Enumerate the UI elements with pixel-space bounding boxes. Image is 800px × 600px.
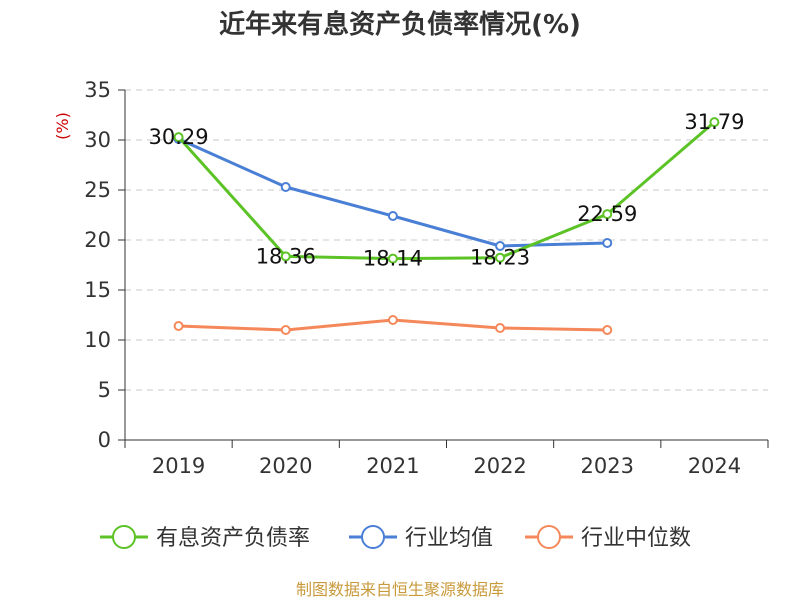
data-point: [709, 117, 720, 128]
legend-label: 有息资产负债率: [156, 526, 310, 551]
data-point: [173, 321, 184, 331]
series-line: [177, 120, 716, 261]
data-label: 22.59: [577, 202, 637, 226]
chart-title: 近年来有息资产负债率情况(%): [219, 9, 581, 40]
legend-swatch-marker: [537, 525, 561, 549]
data-point: [280, 182, 291, 192]
x-tick-label: 2023: [581, 454, 634, 478]
legend-swatch-marker: [361, 525, 385, 549]
y-tick-label: 20: [84, 228, 111, 252]
legend-item[interactable]: 有息资产负债率: [100, 525, 310, 551]
data-point: [495, 323, 506, 333]
source-note: 制图数据来自恒生聚源数据库: [296, 580, 504, 599]
data-point: [602, 238, 613, 248]
legend-item[interactable]: 行业均值: [349, 525, 493, 551]
y-tick-label: 35: [84, 78, 111, 102]
grid-lines: [125, 89, 768, 391]
data-point: [173, 132, 184, 143]
data-point: [495, 252, 506, 263]
data-point: [387, 253, 398, 264]
data-point: [280, 251, 291, 262]
y-tick-label: 25: [84, 178, 111, 202]
data-point: [280, 325, 291, 335]
data-point: [387, 211, 398, 221]
y-tick-label: 30: [84, 128, 111, 152]
axes: 0 5 10 15 20 25 30 35 2019 2020 2021 2022 2023 2024: [84, 78, 769, 478]
data-point: [602, 325, 613, 335]
series-line: [177, 137, 608, 248]
legend-swatch-marker: [112, 525, 136, 549]
data-labels: 30.29 18.36 18.14 18.23 22.59 31.79: [149, 110, 745, 271]
data-label: 30.29: [149, 125, 209, 149]
legend-item[interactable]: 行业中位数: [525, 525, 691, 551]
data-point: [387, 315, 398, 325]
x-tick-label: 2020: [259, 454, 312, 478]
x-tick-label: 2019: [152, 454, 205, 478]
x-tick-label: 2021: [366, 454, 419, 478]
x-tick-label: 2022: [473, 454, 526, 478]
y-tick-label: 5: [98, 378, 111, 402]
x-tick-label: 2024: [688, 454, 741, 478]
y-tick-label: 0: [98, 428, 111, 452]
data-label: 18.14: [363, 247, 423, 271]
legend[interactable]: 有息资产负债率 行业均值 行业中位数: [100, 525, 691, 551]
series-lines: [173, 117, 720, 335]
data-label: 31.79: [684, 110, 744, 134]
y-tick-label: 10: [84, 328, 111, 352]
legend-label: 行业均值: [405, 526, 493, 551]
data-label: 18.23: [470, 246, 530, 270]
data-point: [602, 209, 613, 220]
data-label: 18.36: [256, 244, 316, 268]
legend-label: 行业中位数: [581, 526, 691, 551]
y-axis-unit: (%): [53, 112, 72, 140]
data-point: [495, 241, 506, 251]
y-tick-label: 15: [84, 278, 111, 302]
